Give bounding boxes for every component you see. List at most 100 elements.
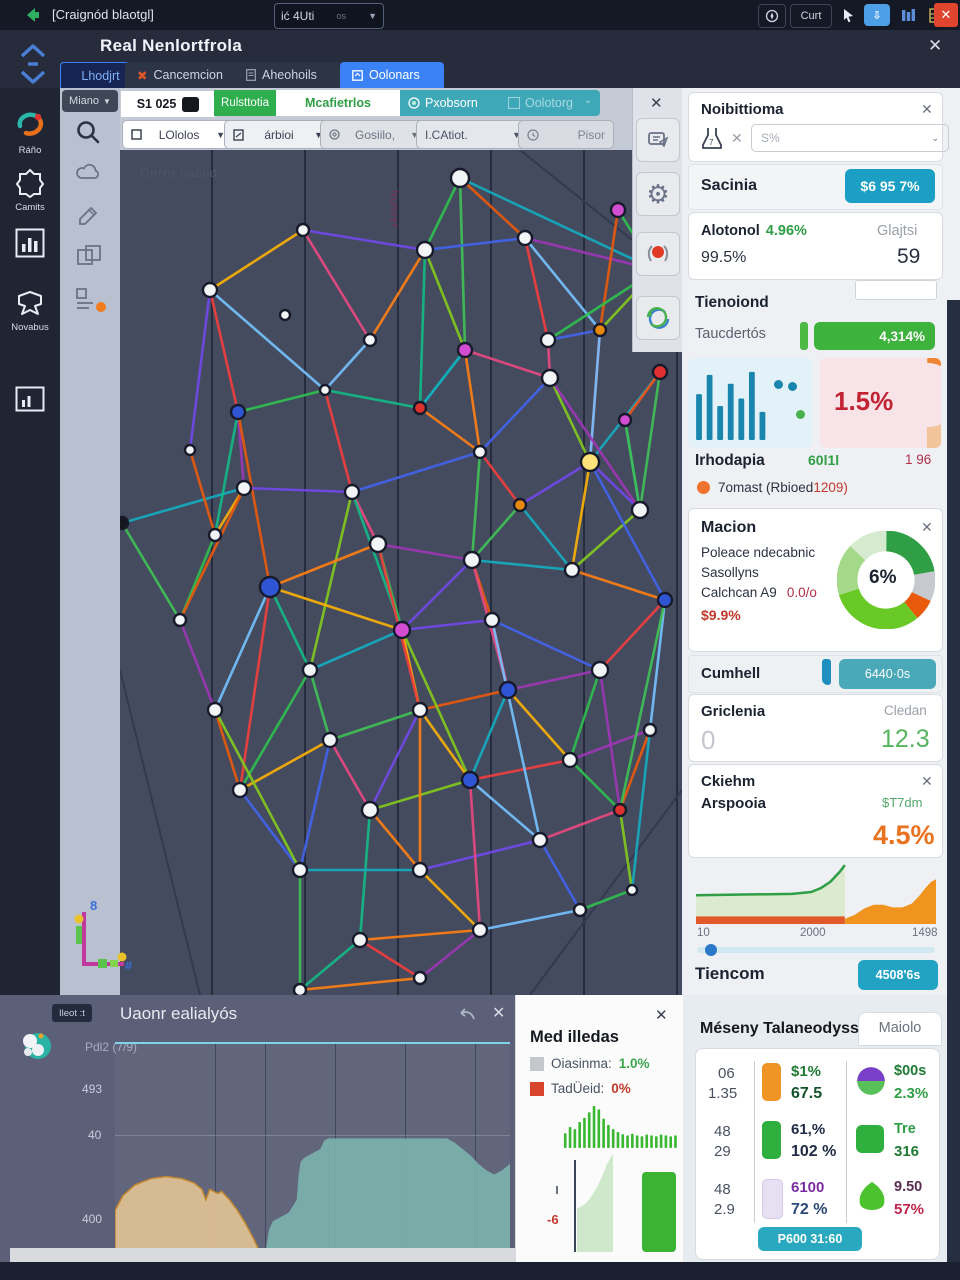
cledan-label: Cledan [884,703,927,718]
r1-num2: 1.35 [708,1085,738,1102]
ckiehm-x3: 1498 [912,927,938,939]
ckiehm-card: Ckiehm ✕ Arspooia $T7dm 4.5% [688,764,943,858]
close-noibittioma-icon[interactable]: ✕ [921,101,933,117]
mini-chart-icon[interactable] [15,386,45,412]
med-hist-bars [563,1106,677,1148]
mini-black-chip [182,96,200,112]
rano-logo-icon[interactable] [14,108,46,140]
doc-edit-icon [233,128,244,141]
lololos-dropdown[interactable]: LOlolos ▼ [122,120,234,149]
clear-filter-icon[interactable]: ✕ [731,130,743,146]
close-macion-icon[interactable]: ✕ [921,519,933,535]
dot-green [796,410,805,419]
close-ckiehm-icon[interactable]: ✕ [921,773,933,789]
curt-button[interactable]: Curt [790,4,832,28]
maiolo-tab[interactable]: Maiolo [858,1012,942,1046]
alotonol-card: Alotonol 4.96% Glajtsi 99.5% 59 [688,212,943,280]
bar-chart-icon[interactable] [15,228,45,258]
r2-val1a: 61,% [791,1121,826,1138]
pencil-tag-icon[interactable] [77,203,101,227]
r2-num1: 48 [714,1123,731,1140]
oolotorg-button[interactable]: Oolotorg [508,90,573,116]
network-canvas[interactable] [120,150,682,995]
med-big-bar [642,1172,676,1252]
macion-title: Macion [701,519,757,536]
alotonol-value: 99.5% [701,249,747,266]
med-ylabel: -6 [547,1212,559,1227]
mcafietrlos-tab[interactable]: Mcafietrlos [276,90,400,116]
gosiilo-dropdown[interactable]: Gosiilo, ▼ [320,120,428,149]
faded-square-icon [508,97,520,109]
med-axis-line [574,1160,576,1252]
doc-icon [246,69,256,81]
summary-button[interactable]: P600 31:60 [758,1227,862,1251]
columns-icon[interactable] [896,4,920,26]
count-box[interactable]: S1 025 [120,90,216,118]
tab-aheohoils[interactable]: Aheohoils [234,62,346,88]
ckiehm-title: Ckiehm [701,773,756,790]
tienoiond-input[interactable] [855,280,937,300]
download-button[interactable]: ⇩ [864,4,890,26]
sidebar-item-rano-label: Ráño [18,145,42,156]
cloud-icon[interactable] [76,162,102,182]
sacinia-badge[interactable]: $6 95 7% [845,169,935,203]
layout-icon[interactable] [76,245,102,269]
r3-val1a: 6100 [791,1179,825,1196]
settings-gear-button[interactable]: ⚙ [636,172,680,216]
graph-axis-label: Nunveŕ [388,190,399,229]
glajtsi-label: Glajtsi [877,223,918,239]
med-tick [556,1186,558,1194]
summary-card: 06 1.35 $1% 67.5 $00s 2.3% 48 29 61,% 10… [695,1048,940,1260]
flask-icon[interactable]: 7 [701,126,723,150]
x-orange-icon: ✖ [137,68,148,83]
search-icon[interactable] [74,118,102,146]
page-title: Real Nenlortfrola [100,36,243,55]
col-divider-1 [754,1061,755,1223]
range-slider[interactable] [697,944,935,956]
noibittioma-title: Noibittioma [701,101,784,118]
close-app-button[interactable]: ✕ [934,3,958,27]
pisor-button[interactable]: Pisor [518,120,614,149]
close-panel-icon[interactable]: ✕ [928,36,943,55]
undo-arrow-icon[interactable] [458,1007,476,1021]
cumhell-badge: 6440·0s [839,659,936,689]
rulsttotia-button[interactable]: Rulsttotia [214,90,276,116]
cursor-icon[interactable] [836,4,860,26]
pxobsorn-button[interactable]: Pxobsorn [408,90,478,116]
usage-y2: 40 [88,1128,102,1142]
r3-icon-lavender [762,1179,783,1219]
tab-oolonars[interactable]: Oolonars [340,62,444,88]
icatiot-dropdown[interactable]: I.CAtiot. ▼ [416,120,530,149]
filter-select[interactable]: S% ⌄ [751,124,949,152]
legend1-label: Oiasinma: [551,1056,612,1071]
novabus-shield-icon[interactable] [16,290,44,318]
usage-top-line [115,1042,510,1044]
tab-cancemcion[interactable]: ✖ Cancemcion [125,62,254,88]
ckiehm-x1: 10 [697,927,710,939]
titlebar-dropdown[interactable]: ić 4Uti os ▼ [274,3,384,29]
close-usage-icon[interactable]: ✕ [492,1005,506,1022]
tiencom-badge[interactable]: 4508'6s [858,960,938,990]
list-icon[interactable] [75,287,101,313]
gauge-chart [872,358,941,448]
close-med-icon[interactable]: ✕ [655,1007,668,1024]
node-focus-button[interactable] [636,232,680,276]
teal-chevron-icon[interactable]: ⌄ [584,95,593,106]
macion-line1: Poleace ndecabnic [701,545,816,560]
export-note-button[interactable] [636,118,680,162]
camits-badge-icon[interactable] [16,168,44,198]
svg-text:#: # [125,958,133,973]
compass-icon[interactable] [758,4,786,28]
close-graph-icon[interactable]: ✕ [650,95,663,112]
miano-dropdown[interactable]: Miano ▼ [62,90,118,112]
r3-val1b: 72 % [791,1201,828,1218]
scrollbar[interactable] [947,300,960,1280]
arbioi-dropdown[interactable]: árbioi ▼ [224,120,332,149]
r3-val2a: 9.50 [894,1179,923,1195]
window-title: [Craignód blaotgl] [52,7,154,22]
macion-card: Macion ✕ Poleace ndecabnic Sasollyns Cal… [688,508,943,652]
sync-button[interactable] [636,296,680,340]
slider-thumb[interactable] [705,944,717,956]
taucdertos-label: Taucdertós [695,326,766,342]
